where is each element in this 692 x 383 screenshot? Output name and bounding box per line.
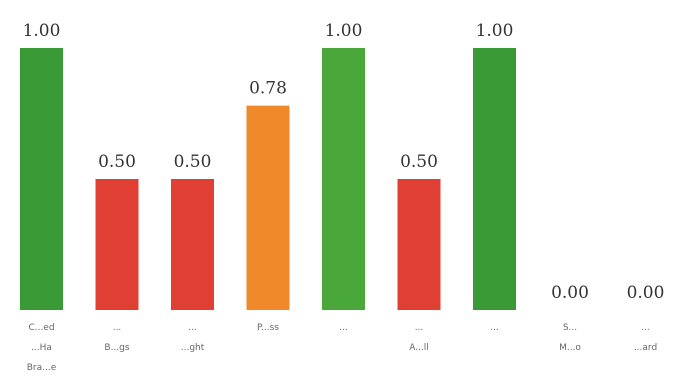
value-label-0: 1.00 — [23, 21, 61, 41]
category-label-7-0: S... — [563, 323, 577, 333]
category-label-6-0: ... — [490, 323, 499, 333]
bar-2 — [171, 179, 214, 310]
category-label-1-0: ... — [113, 323, 122, 333]
category-label-0-2: Bra...e — [27, 363, 57, 373]
category-label-2-1: ...ght — [181, 343, 205, 353]
category-label-8-0: ... — [641, 323, 650, 333]
value-label-4: 1.00 — [325, 21, 363, 41]
bar-3 — [246, 105, 290, 310]
category-label-0-1: ...Ha — [31, 343, 52, 353]
bar-6 — [473, 48, 516, 310]
value-label-1: 0.50 — [98, 152, 136, 172]
value-label-5: 0.50 — [400, 152, 438, 172]
category-label-5-0: ... — [415, 323, 424, 333]
bar-5 — [397, 179, 441, 310]
value-label-2: 0.50 — [174, 152, 212, 172]
value-label-6: 1.00 — [476, 21, 514, 41]
category-label-1-1: B...gs — [104, 343, 129, 353]
category-label-5-1: A...ll — [409, 343, 429, 353]
bar-1 — [95, 179, 139, 310]
category-label-2-0: ... — [188, 323, 197, 333]
category-label-4-0: ... — [339, 323, 348, 333]
value-label-8: 0.00 — [627, 283, 665, 303]
bar-0 — [20, 48, 63, 310]
category-label-3-0: P...ss — [257, 323, 279, 333]
category-label-7-1: M...o — [559, 343, 581, 353]
category-label-8-1: ...ard — [634, 343, 657, 353]
bar-4 — [322, 48, 365, 310]
value-label-7: 0.00 — [551, 283, 589, 303]
category-label-0-0: C...ed — [28, 323, 54, 333]
value-label-3: 0.78 — [249, 79, 287, 99]
